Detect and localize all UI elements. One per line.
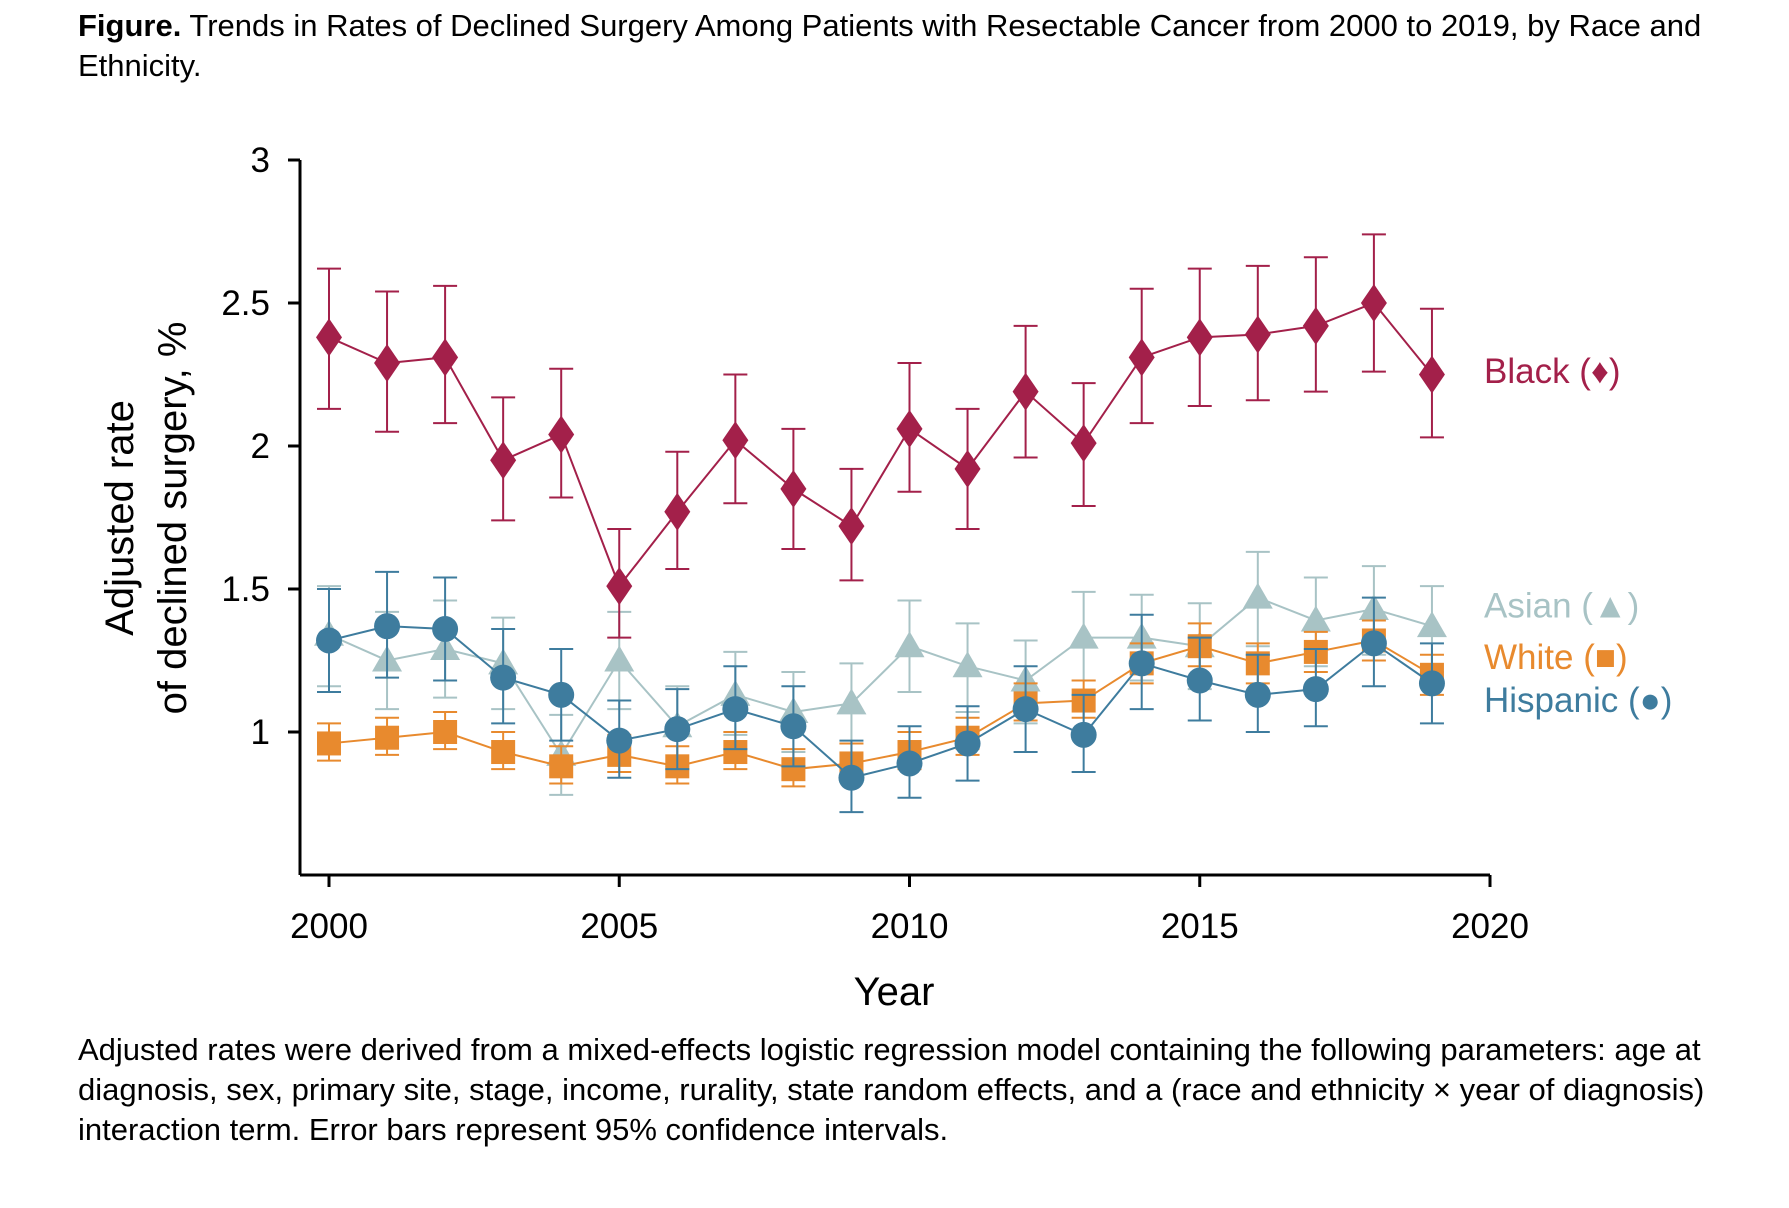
data-point-triangle (952, 651, 983, 678)
data-point-triangle (1242, 582, 1273, 609)
data-point-diamond (432, 338, 459, 377)
data-point-diamond (316, 318, 342, 357)
data-point-triangle (836, 688, 867, 715)
y-tick-label: 1 (251, 713, 270, 752)
data-point-square (549, 754, 574, 779)
data-point-triangle (1300, 605, 1331, 632)
data-point-circle (1128, 650, 1155, 677)
data-point-circle (896, 750, 923, 777)
series-label: Hispanic (●) (1484, 681, 1672, 720)
data-point-diamond (896, 409, 923, 448)
axes (298, 160, 1490, 877)
data-point-circle (780, 713, 807, 740)
x-axis-title: Year (854, 970, 935, 1014)
data-point-circle (432, 616, 459, 643)
data-point-diamond (1128, 338, 1155, 377)
y-tick-label: 2.5 (221, 284, 270, 323)
data-point-diamond (664, 492, 691, 531)
y-tick-label: 2 (251, 427, 270, 466)
y-axis-title-line-2: of declined surgery, % (151, 322, 195, 715)
x-tick-label: 2010 (871, 907, 949, 946)
data-point-square (491, 740, 516, 765)
data-point-square (433, 720, 458, 744)
data-point-triangle (1416, 611, 1447, 638)
figure-caption: Figure. Trends in Rates of Declined Surg… (78, 6, 1738, 86)
data-point-diamond (1012, 372, 1039, 411)
x-tick-label: 2005 (580, 907, 658, 946)
data-point-diamond (548, 415, 575, 454)
data-point-triangle (604, 645, 635, 672)
x-tick-label: 2000 (290, 907, 368, 946)
data-point-diamond (606, 567, 633, 606)
x-tick-label: 2015 (1161, 907, 1239, 946)
y-tick-label: 3 (251, 141, 270, 180)
data-point-triangle (894, 631, 925, 658)
data-point-diamond (722, 421, 749, 460)
data-point-diamond (838, 507, 865, 546)
data-point-circle (1244, 681, 1271, 708)
data-point-circle (374, 613, 401, 640)
series-labels: Black (♦) Asian (▲) White (■) Hispanic (●) (1484, 352, 1672, 720)
data-point-circle (1302, 676, 1329, 703)
data-point-diamond (1302, 306, 1329, 345)
data-point-square (375, 725, 400, 750)
series-label: White (■) (1484, 638, 1628, 677)
data-point-diamond (374, 344, 401, 383)
series-label: Asian (▲) (1484, 587, 1639, 626)
data-point-diamond (780, 469, 807, 508)
data-point-circle (1070, 721, 1097, 748)
figure-caption-label: Figure. (78, 8, 182, 43)
series-diamond (316, 233, 1445, 639)
data-point-diamond (1186, 318, 1213, 357)
data-point-diamond (1244, 315, 1271, 354)
y-tick-label: 1.5 (221, 570, 270, 609)
data-point-circle (316, 627, 342, 654)
plot-area (314, 233, 1447, 814)
data-point-diamond (1070, 424, 1097, 463)
ticks: 2000 2005 2010 2015 2020 1 1.5 2 2.5 3 (221, 141, 1529, 946)
data-point-circle (838, 764, 865, 791)
x-tick-label: 2020 (1451, 907, 1529, 946)
series-label: Black (♦) (1484, 352, 1620, 391)
data-point-diamond (1418, 355, 1445, 394)
series-circle (316, 570, 1445, 814)
data-point-circle (548, 681, 575, 708)
data-point-circle (1012, 696, 1039, 723)
data-point-square (317, 731, 341, 756)
data-point-diamond (1360, 284, 1387, 322)
figure-caption-text: Trends in Rates of Declined Surgery Amon… (78, 8, 1702, 83)
y-axis-title-line-1: Adjusted rate (98, 400, 142, 636)
data-point-circle (664, 716, 691, 743)
series-square (317, 619, 1444, 788)
data-point-triangle (1068, 622, 1099, 649)
series-line (328, 301, 1433, 589)
data-point-diamond (490, 441, 517, 480)
data-point-circle (1186, 667, 1213, 694)
data-point-circle (1418, 670, 1445, 697)
data-point-circle (722, 696, 749, 723)
data-point-diamond (954, 449, 981, 488)
data-point-circle (1360, 630, 1387, 657)
data-point-circle (490, 664, 517, 691)
data-point-circle (606, 727, 633, 754)
figure-footnote: Adjusted rates were derived from a mixed… (78, 1032, 1705, 1147)
data-point-circle (954, 730, 981, 757)
